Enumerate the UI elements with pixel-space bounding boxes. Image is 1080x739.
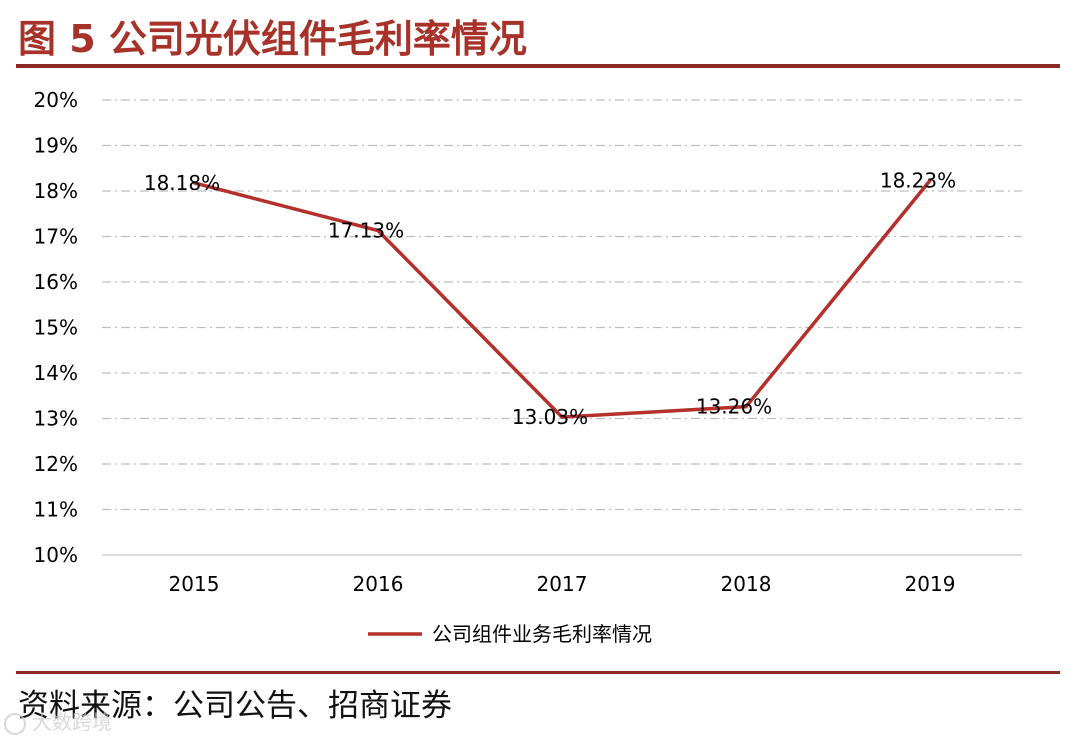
data-point bbox=[744, 405, 748, 409]
title-divider bbox=[16, 64, 1060, 68]
y-tick-label: 15% bbox=[34, 316, 78, 340]
data-label: 18.23% bbox=[880, 169, 956, 193]
data-point bbox=[192, 181, 196, 185]
data-point bbox=[928, 179, 932, 183]
y-tick-label: 17% bbox=[34, 225, 78, 249]
x-tick-label: 2015 bbox=[169, 572, 220, 596]
data-point bbox=[376, 229, 380, 233]
x-tick-label: 2016 bbox=[353, 572, 404, 596]
y-tick-label: 14% bbox=[34, 361, 78, 385]
watermark-logo-icon bbox=[4, 712, 26, 735]
y-tick-label: 13% bbox=[34, 407, 78, 431]
y-tick-label: 12% bbox=[34, 452, 78, 476]
source-divider bbox=[16, 671, 1060, 674]
watermark-text: 大数跨境 bbox=[32, 710, 112, 734]
data-label: 13.26% bbox=[696, 395, 772, 419]
x-tick-label: 2018 bbox=[721, 572, 772, 596]
source-note: 资料来源：公司公告、招商证券 bbox=[18, 688, 452, 724]
series-line bbox=[193, 179, 932, 419]
y-tick-label: 16% bbox=[34, 270, 78, 294]
data-point bbox=[560, 415, 564, 419]
data-label: 13.03% bbox=[512, 405, 588, 429]
line-chart: 10% 11% 12% 13% 14% 15% 16% 17% 18% 19% 20% 2015 201… bbox=[34, 88, 1022, 646]
data-label: 17.13% bbox=[328, 219, 404, 243]
x-tick-label: 2017 bbox=[537, 572, 588, 596]
watermark: 大数跨境 bbox=[4, 706, 112, 735]
figure-title: 图 5 公司光伏组件毛利率情况 bbox=[18, 17, 527, 61]
y-tick-label: 11% bbox=[34, 498, 78, 522]
x-tick-label: 2019 bbox=[905, 572, 956, 596]
y-tick-label: 18% bbox=[34, 179, 78, 203]
y-tick-label: 10% bbox=[34, 543, 78, 567]
legend-label: 公司组件业务毛利率情况 bbox=[432, 622, 652, 646]
y-tick-label: 20% bbox=[34, 88, 78, 112]
data-label: 18.18% bbox=[144, 171, 220, 195]
y-tick-label: 19% bbox=[34, 134, 78, 158]
